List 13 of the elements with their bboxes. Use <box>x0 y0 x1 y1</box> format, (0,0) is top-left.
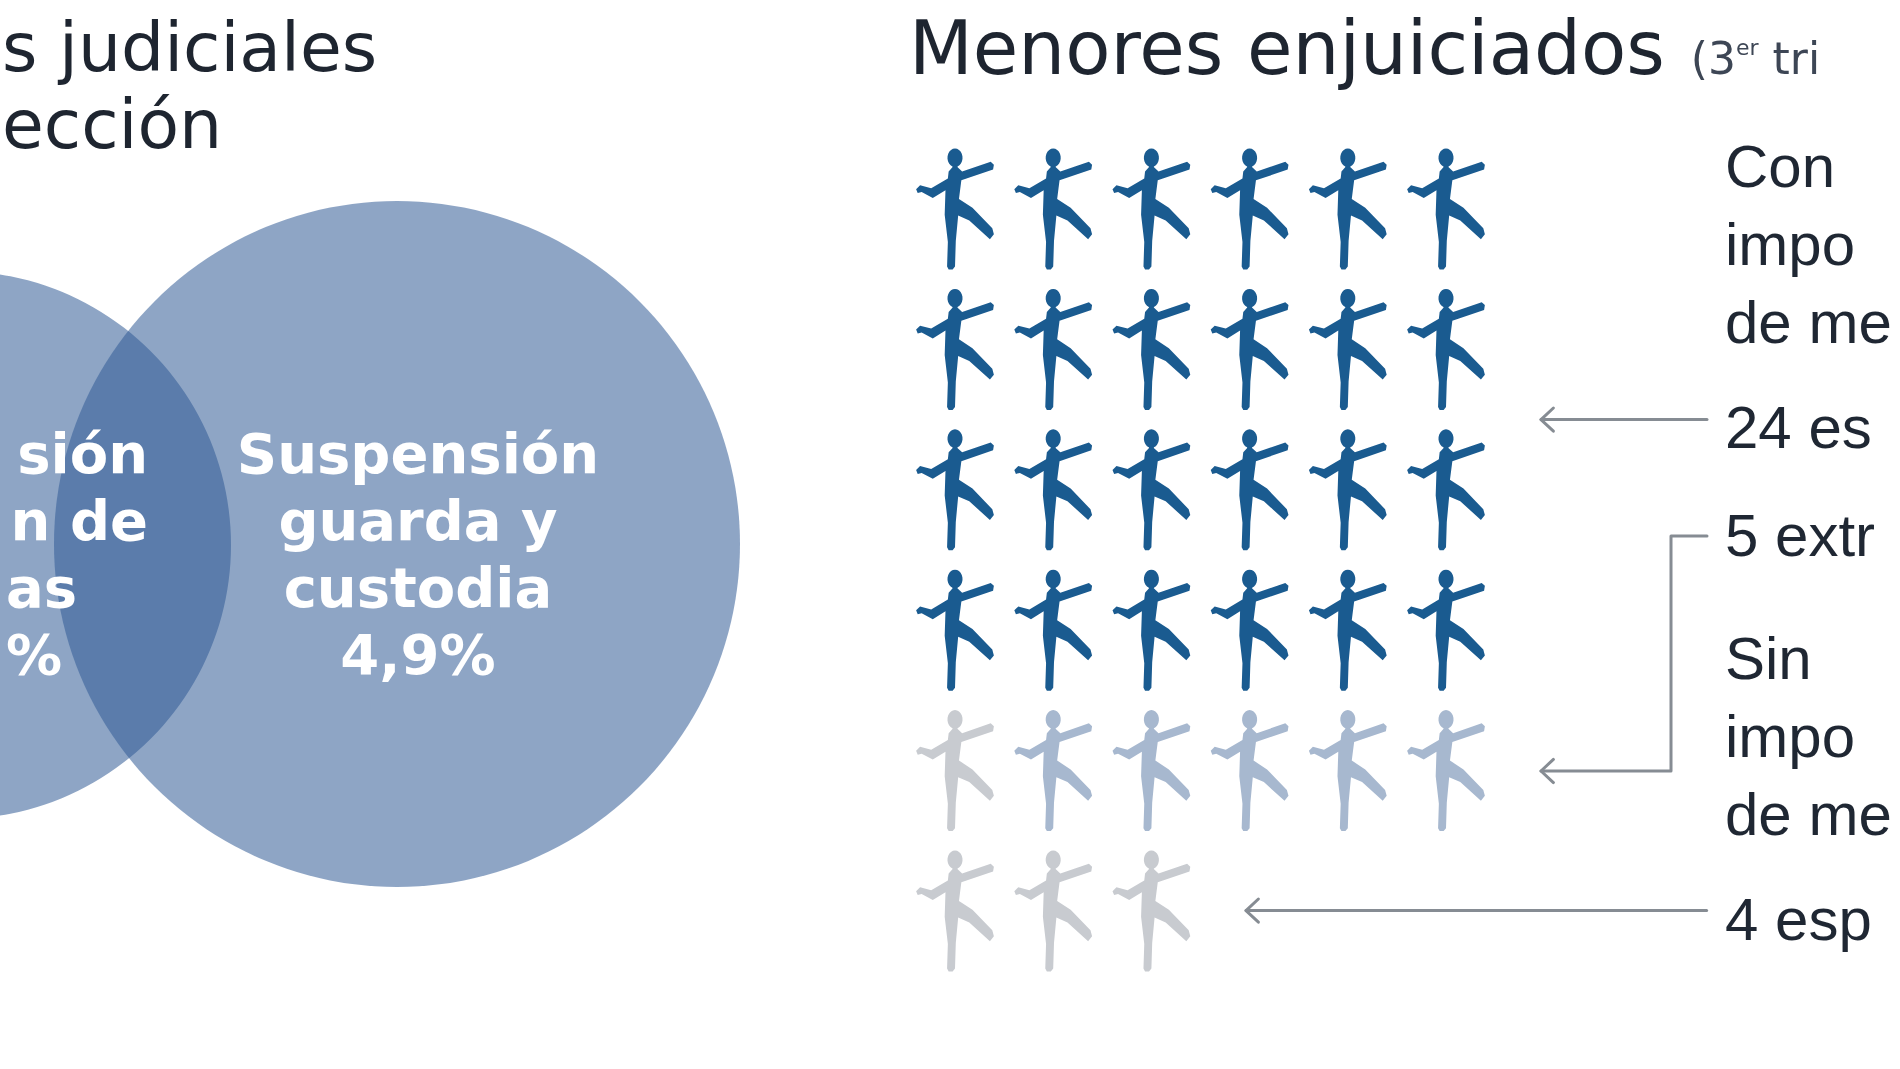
text: s judiciales ección <box>2 8 378 164</box>
text: Sin impo de me <box>1725 624 1892 848</box>
category-label: Suspensión guarda y custodia 4,9% <box>236 421 600 687</box>
text: Menores enjuiciados <box>909 5 1665 91</box>
data-label: 5 <box>1725 502 1759 570</box>
category-label: es <box>1808 394 1872 462</box>
category-label: esp <box>1775 885 1872 953</box>
text: Con impo de me <box>1725 133 1892 357</box>
data-label: 4 <box>1725 885 1759 953</box>
category-label: extr <box>1775 502 1876 570</box>
category-label: sión n de as % <box>6 421 148 687</box>
data-label: 24 <box>1725 394 1792 462</box>
text: (3$^{er}$ tri <box>1690 33 1821 84</box>
